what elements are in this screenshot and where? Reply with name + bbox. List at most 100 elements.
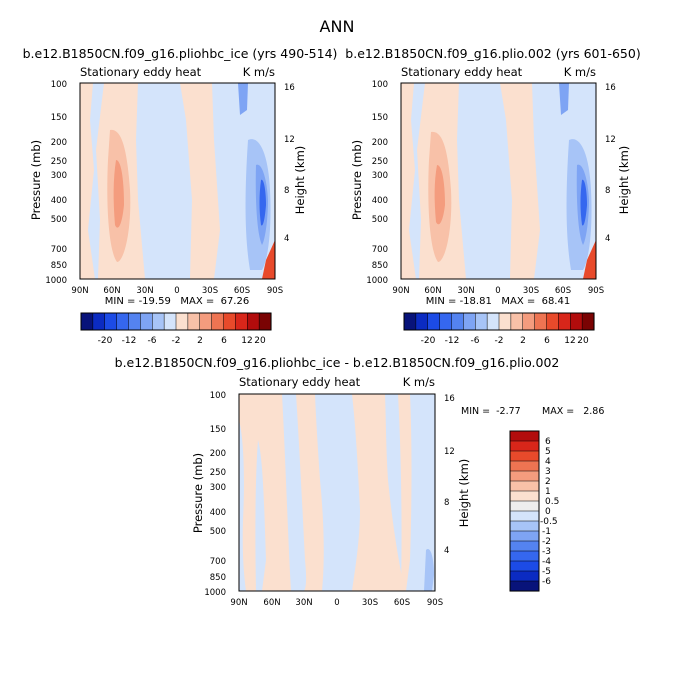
panel-3-right-tick: 4: [444, 546, 449, 556]
panel-1-colorbar-swatch: [140, 312, 153, 331]
panel-2-colorbar-label: -2: [495, 336, 504, 346]
panel-1-region-positive-high-lat: [80, 83, 95, 279]
panel-3-colorbar-swatches: [509, 430, 540, 592]
panel-2-ylabel: Pressure (mb): [350, 140, 364, 220]
panel-1-colorbar-swatch: [235, 312, 248, 331]
panel-1-colorbar: -20 -12 -6 -2 2 6 12 20: [80, 312, 272, 346]
panel-2-colorbar-label: 2: [520, 336, 526, 346]
panel-1-y-tick: 150: [51, 113, 67, 123]
panel-2-y-tick: 150: [372, 113, 388, 123]
panel-1-colorbar-swatch: [104, 312, 118, 331]
panel-3-y-tick: 250: [210, 468, 226, 478]
panel-1-colorbar-label: -2: [172, 336, 181, 346]
panel-3-ylabel-right: Height (km): [457, 459, 471, 528]
panel-3-stats-max: MAX = 2.86: [542, 406, 604, 417]
panel-1-right-ticks: 16 12 8 4: [284, 83, 295, 244]
panel-1-colorbar-label: 20: [254, 336, 266, 346]
panel-3-x-tick: 60N: [263, 598, 280, 608]
panel-2-colorbar-swatch: [463, 312, 476, 331]
panel-3-colorbar-swatch: [509, 580, 540, 592]
panel-2-colorbar-swatch: [475, 312, 488, 331]
panel-2-colorbar-label: -12: [445, 336, 460, 346]
panel-1-ylabel: Pressure (mb): [29, 140, 43, 220]
panel-2-right-tick: 16: [605, 83, 616, 93]
panel-1-colorbar-swatch: [199, 312, 213, 331]
panel-3-colorbar-swatch: [509, 440, 540, 452]
panel-3-x-ticks: 90N 60N 30N 0 30S 60S 90S: [230, 598, 443, 608]
panel-2-region-positive-tropics: [500, 83, 540, 279]
panel-3-colorbar-label: -1: [542, 527, 551, 537]
panel-3-region-positive-south-strip: [398, 394, 412, 591]
panel-2-colorbar-label: -20: [421, 336, 436, 346]
panel-3-field: [239, 394, 435, 591]
panel-3-region-negative-midlat-2: [255, 440, 266, 591]
panel-3-right-label: K m/s: [403, 375, 435, 389]
panel-2-colorbar-swatch: [403, 312, 417, 331]
panel-3-colorbar-swatch: [509, 520, 540, 532]
panel-1-x-tick: 60S: [234, 286, 250, 296]
panel-2-y-tick: 500: [372, 215, 388, 225]
panel-2-colorbar-label: 20: [577, 336, 589, 346]
panel-3-colorbar-label: 0: [545, 507, 551, 517]
panel-2-colorbar: -20 -12 -6 -2 2 6 12 20: [403, 312, 595, 346]
panel-1-colorbar-label: -12: [122, 336, 137, 346]
panel-3-title: b.e12.B1850CN.f09_g16.pliohbc_ice - b.e1…: [115, 355, 560, 370]
panel-1-region-negative-upper: [238, 83, 248, 115]
panel-3-y-tick: 150: [210, 425, 226, 435]
panel-2-x-tick: 30N: [457, 286, 474, 296]
panel-2-colorbar-swatch: [581, 312, 595, 331]
panel-2-stats: MIN = -18.81 MAX = 68.41: [426, 296, 570, 307]
panel-2-colorbar-swatch: [439, 312, 453, 331]
panel-3-colorbar-label: -3: [542, 547, 551, 557]
panel-3-x-tick: 30N: [295, 598, 312, 608]
panel-2-colorbar-swatch: [522, 312, 536, 331]
panel-1-colorbar-swatch: [152, 312, 165, 331]
panel-1-right-tick: 4: [284, 234, 289, 244]
panel-3-colorbar-label: 5: [545, 447, 551, 457]
panel-1-y-tick: 100: [51, 80, 67, 90]
panel-3-colorbar-swatch: [509, 570, 540, 582]
panel-2-region-negative-south-core: [580, 179, 587, 226]
panel-3-x-tick: 30S: [362, 598, 378, 608]
panel-3-ylabel: Pressure (mb): [191, 453, 205, 533]
panel-3-y-tick: 200: [210, 449, 226, 459]
panel-1-colorbar-label: -6: [148, 336, 157, 346]
panel-1-colorbar-swatch: [80, 312, 94, 331]
panel-3-x-tick: 0: [334, 598, 339, 608]
panel-1-y-tick: 700: [51, 245, 67, 255]
panel-3-region-negative-south-core: [424, 549, 434, 591]
panel-2-y-tick: 1000: [366, 276, 388, 286]
panel-1-y-tick: 250: [51, 157, 67, 167]
panel-2-colorbar-swatch: [534, 312, 548, 331]
panel-3-colorbar-swatch: [509, 550, 540, 562]
panel-1-x-tick: 90S: [267, 286, 283, 296]
panel-2-colorbar-swatch: [498, 312, 512, 331]
panel-2-region-positive-core-inner: [434, 165, 445, 225]
panel-3-region-negative-midlat: [282, 394, 307, 591]
panel-2-y-tick: 400: [372, 196, 388, 206]
panel-2-colorbar-swatch: [451, 312, 464, 331]
panel-2-colorbar-swatch: [427, 312, 441, 331]
panel-1-colorbar-label: 6: [221, 336, 227, 346]
panel-2-x-tick: 90S: [588, 286, 604, 296]
panel-2: b.e12.B1850CN.f09_g16.plio.002 (yrs 601-…: [345, 46, 640, 346]
panel-3-y-tick: 700: [210, 557, 226, 567]
panel-3-y-ticks: 100 150 200 250 300 400 500 700 850 1000: [204, 391, 226, 598]
panel-2-y-tick: 200: [372, 138, 388, 148]
panel-3-colorbar-label: -4: [542, 557, 551, 567]
panel-3-colorbar-label: 2: [545, 477, 551, 487]
panel-2-colorbar-swatch: [486, 312, 500, 331]
panel-2-right-tick: 4: [605, 234, 610, 244]
panel-3-colorbar-label: -2: [542, 537, 551, 547]
panel-2-title: b.e12.B1850CN.f09_g16.plio.002 (yrs 601-…: [345, 46, 640, 61]
panel-2-colorbar-frame: [403, 312, 595, 331]
panel-2-colorbar-label: 12: [564, 336, 575, 346]
panel-3-colorbar-swatch: [509, 490, 540, 502]
panel-2-x-ticks: 90N 60N 30N 0 30S 60S 90S: [392, 286, 604, 296]
panel-2-plot-frame: [400, 82, 597, 280]
panel-3-colorbar-label: 0.5: [545, 497, 559, 507]
panel-2-x-tick: 0: [495, 286, 500, 296]
panel-1-colorbar-swatch: [223, 312, 236, 331]
panel-2-colorbar-label: -6: [471, 336, 480, 346]
